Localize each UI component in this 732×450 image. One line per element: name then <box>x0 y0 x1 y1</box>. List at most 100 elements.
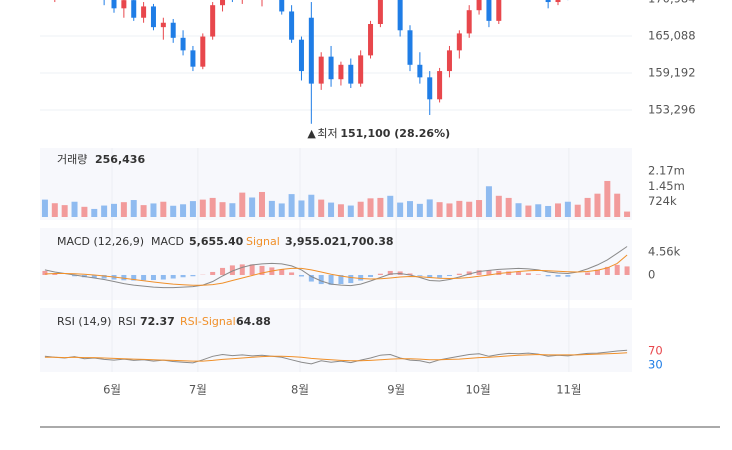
volume-bar <box>416 203 423 217</box>
macd-histogram <box>446 274 452 276</box>
macd-histogram <box>52 273 58 275</box>
volume-bar <box>337 204 344 217</box>
volume-bar <box>446 203 453 217</box>
macd-histogram <box>308 274 314 282</box>
macd-histogram <box>358 274 364 281</box>
macd-histogram <box>387 270 393 275</box>
y-tick-label: 153,296 <box>648 103 696 117</box>
macd-histogram <box>338 274 344 285</box>
candle-body <box>279 0 285 12</box>
macd-histogram <box>121 274 127 281</box>
volume-bar <box>328 202 335 217</box>
candle-body <box>338 64 344 80</box>
volume-bar <box>624 211 631 217</box>
x-tick-label: 7월 <box>189 383 207 397</box>
volume-bar <box>268 200 275 217</box>
volume-bar <box>71 201 78 217</box>
x-tick-label: 11월 <box>556 383 581 397</box>
x-tick-label: 10월 <box>465 383 490 397</box>
candle-body <box>289 11 295 40</box>
volume-bar <box>466 201 473 217</box>
volume-bar <box>505 197 512 217</box>
candle-body <box>417 64 423 78</box>
candle-body <box>397 0 403 31</box>
volume-bar <box>130 200 137 217</box>
macd-histogram <box>170 274 176 279</box>
volume-bar <box>170 205 177 217</box>
macd-panel <box>40 228 632 300</box>
volume-bar <box>180 204 187 217</box>
volume-bar <box>535 204 542 217</box>
volume-bar <box>101 205 108 217</box>
macd-histogram <box>604 266 610 275</box>
y-tick-label: 170,984 <box>648 0 696 6</box>
candle-body <box>555 0 561 3</box>
candle-body <box>160 22 166 28</box>
macd-histogram <box>466 271 472 275</box>
y-tick-label: 0 <box>648 267 655 281</box>
macd-histogram <box>91 274 97 279</box>
series-line <box>44 254 628 286</box>
macd-histogram <box>150 274 156 281</box>
signal-value: 3,955.021,700.38 <box>285 235 394 248</box>
candle-body <box>358 55 364 84</box>
candle-body <box>368 24 374 56</box>
volume-bar <box>51 203 58 217</box>
y-tick-label: 1.45m <box>648 179 685 193</box>
volume-bar <box>397 202 404 217</box>
macd-histogram <box>545 274 551 277</box>
macd-histogram <box>141 274 147 281</box>
volume-bar <box>476 200 483 217</box>
macd-value: 5,655.40 <box>189 235 244 248</box>
macd-histogram <box>101 274 107 279</box>
volume-bar <box>555 203 561 217</box>
volume-value: 256,436 <box>95 153 145 166</box>
macd-histogram <box>407 273 413 275</box>
y-tick-label: 4.56k <box>648 244 681 258</box>
macd-histogram <box>496 270 502 275</box>
x-tick-label: 8월 <box>291 383 309 397</box>
candle-body <box>298 39 304 72</box>
volume-bar <box>249 197 256 217</box>
candle-body <box>121 0 127 9</box>
candle-body <box>456 33 462 51</box>
volume-bar <box>426 199 433 217</box>
candles <box>54 0 569 124</box>
candle-body <box>407 30 413 65</box>
candle-body <box>427 77 433 100</box>
macd-histogram <box>555 274 561 277</box>
volume-bar <box>525 205 532 217</box>
volume-bar <box>278 203 285 217</box>
volume-bar <box>189 201 196 217</box>
volume-name: 거래량 <box>57 153 87 166</box>
volume-bar <box>574 204 581 217</box>
volume-bar <box>308 194 315 217</box>
macd-histogram <box>229 265 235 275</box>
candle-body <box>220 0 226 6</box>
macd-histogram <box>437 274 443 278</box>
volume-bar <box>564 201 571 217</box>
volume-bar <box>436 202 443 217</box>
macd-histogram <box>279 269 285 275</box>
volume-panel <box>40 148 632 220</box>
volume-bar <box>594 193 601 217</box>
volume-bar <box>357 201 364 217</box>
macd-histogram <box>289 272 295 275</box>
candle-body <box>328 56 334 80</box>
y-tick-label: 2.17m <box>648 163 685 177</box>
volume-bar <box>209 197 216 217</box>
candle-body <box>131 0 137 18</box>
candle-body <box>308 17 314 84</box>
volume-bar <box>160 201 167 217</box>
macd-histogram <box>298 274 304 277</box>
candle-body <box>111 0 117 9</box>
volume-bar <box>318 199 325 217</box>
macd-histogram <box>220 267 226 275</box>
macd-histogram <box>239 264 245 275</box>
volume-bar <box>140 205 147 217</box>
candle-body <box>466 10 472 34</box>
rsi-name: RSI <box>118 315 136 328</box>
candle-body <box>496 0 502 21</box>
macd-histogram <box>190 274 196 277</box>
candle-body <box>545 0 551 3</box>
